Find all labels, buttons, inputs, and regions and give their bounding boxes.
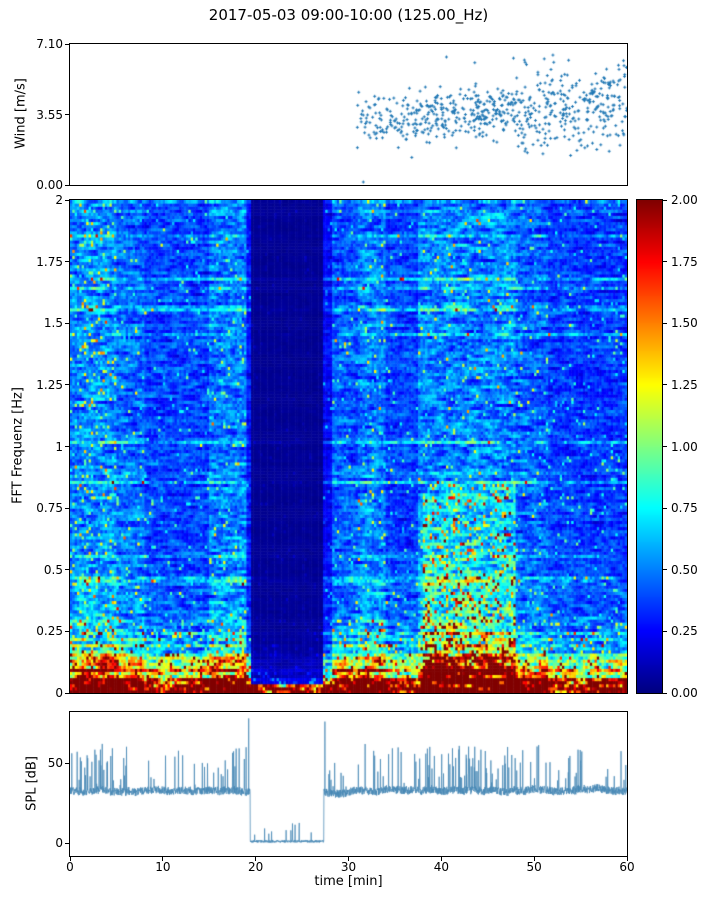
x-tick-label: 20 — [248, 860, 264, 874]
spl-y-tick-mark — [65, 842, 69, 844]
colorbar-tick-mark — [663, 199, 667, 201]
fft-y-tick-label: 1.5 — [43, 316, 63, 331]
wind-y-tick-mark — [65, 114, 69, 115]
fft-y-tick-mark — [65, 446, 69, 447]
fft-y-tick-label: 0 — [55, 686, 63, 700]
x-tick-label: 30 — [340, 860, 357, 874]
spl-y-tick-label: 50 — [47, 756, 63, 771]
x-tick-label: 60 — [619, 860, 635, 874]
fft-y-tick-mark — [65, 692, 69, 694]
colorbar-tick-mark — [663, 322, 667, 324]
colorbar-tick-mark — [663, 630, 667, 632]
x-tick-label: 40 — [433, 860, 449, 874]
colorbar-tick-mark — [663, 384, 667, 386]
fft-y-tick-mark — [65, 384, 69, 386]
x-tick-mark — [533, 857, 535, 861]
colorbar-tick-label: 1.25 — [671, 377, 698, 392]
figure-title: 2017-05-03 09:00-10:00 (125.00_Hz) — [208, 6, 489, 24]
colorbar-tick-label: 0.00 — [671, 686, 698, 700]
wind-y-tick-mark — [65, 184, 69, 186]
fft-y-tick-mark — [65, 322, 69, 324]
fft-y-tick-mark — [65, 199, 69, 201]
fft-y-tick-label: 2 — [55, 193, 63, 207]
spl-line-plot — [69, 711, 628, 857]
fft-y-tick-mark — [65, 630, 69, 632]
colorbar-tick-mark — [663, 569, 667, 571]
x-tick-mark — [69, 857, 71, 861]
x-tick-label: 50 — [526, 860, 542, 874]
colorbar-tick-label: 1.75 — [671, 254, 698, 269]
colorbar-tick-label: 0.50 — [671, 562, 698, 577]
colorbar-tick-mark — [663, 261, 667, 263]
colorbar-tick-label: 0.25 — [671, 624, 698, 639]
colorbar-tick-mark — [663, 446, 667, 447]
colorbar-tick-mark — [663, 692, 667, 694]
fft-y-tick-label: 1 — [55, 439, 63, 454]
x-tick-label: 0 — [66, 860, 74, 874]
wind-scatter-plot — [69, 43, 628, 186]
colorbar-tick-label: 1.00 — [671, 439, 698, 454]
colorbar-tick-label: 0.75 — [671, 501, 698, 516]
colorbar-tick-mark — [663, 507, 667, 509]
fft-y-tick-label: 0.25 — [36, 624, 63, 639]
fft-y-tick-mark — [65, 261, 69, 263]
spl-y-tick-mark — [65, 762, 69, 764]
x-axis-label: time [min] — [314, 874, 383, 889]
fft-spectrogram-heatmap — [69, 199, 628, 694]
wind-y-tick-label: 0.00 — [36, 178, 63, 192]
fft-y-tick-label: 0.75 — [36, 501, 63, 516]
x-tick-mark — [348, 857, 349, 861]
wind-y-tick-label: 3.55 — [36, 107, 63, 122]
fft-y-tick-label: 0.5 — [43, 562, 63, 577]
wind-y-tick-mark — [65, 43, 69, 45]
colorbar — [636, 199, 663, 694]
x-tick-mark — [162, 857, 164, 861]
colorbar-tick-label: 2.00 — [671, 193, 698, 207]
wind-y-tick-label: 7.10 — [36, 37, 63, 51]
x-tick-label: 10 — [155, 860, 171, 874]
x-tick-mark — [440, 857, 442, 861]
spl-ylabel: SPL [dB] — [24, 756, 40, 811]
fft-y-tick-label: 1.25 — [36, 377, 63, 392]
x-tick-mark — [255, 857, 257, 861]
colorbar-tick-label: 1.50 — [671, 316, 698, 331]
fft-y-tick-mark — [65, 569, 69, 571]
fft-y-tick-label: 1.75 — [36, 254, 63, 269]
x-tick-mark — [626, 857, 628, 861]
spl-y-tick-label: 0 — [55, 836, 63, 851]
fft-y-tick-mark — [65, 507, 69, 509]
